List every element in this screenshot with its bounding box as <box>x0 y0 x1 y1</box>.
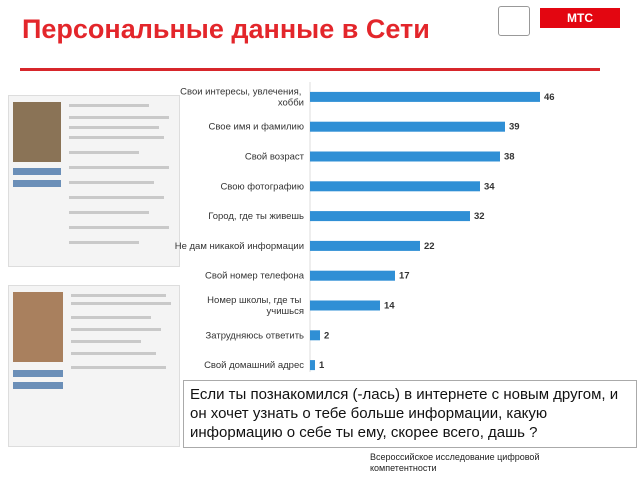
value-label: 22 <box>424 241 435 252</box>
category-label: Не дам никакой информации <box>175 241 304 252</box>
bar <box>310 181 480 192</box>
bar <box>310 121 505 132</box>
value-label: 46 <box>544 92 555 103</box>
profile-screenshot <box>8 285 180 447</box>
value-label: 17 <box>399 271 410 282</box>
category-label: Номер школы, где ты учишься <box>207 295 304 317</box>
value-label: 38 <box>504 152 515 163</box>
value-label: 14 <box>384 301 395 312</box>
bar <box>310 360 315 371</box>
title-rule <box>20 68 600 71</box>
category-label: Свой возраст <box>245 152 305 163</box>
value-label: 39 <box>509 122 520 133</box>
bar <box>310 330 320 341</box>
category-label: Свои интересы, увлечения, хобби <box>180 86 304 108</box>
category-label: Город, где ты живешь <box>208 211 304 222</box>
value-label: 2 <box>324 330 329 341</box>
category-label: Свою фотографию <box>220 181 304 192</box>
logo: МТС <box>540 8 620 28</box>
bar <box>310 270 395 281</box>
category-label: Свой домашний адрес <box>204 360 304 371</box>
value-label: 34 <box>484 181 495 192</box>
bar <box>310 151 500 162</box>
source-note: Всероссийское исследование цифровой комп… <box>370 452 540 473</box>
category-label: Затрудняюсь ответить <box>206 330 305 341</box>
category-label: Свой номер телефона <box>205 271 305 282</box>
question-box: Если ты познакомился (-лась) в интернете… <box>183 380 637 448</box>
value-label: 32 <box>474 211 485 222</box>
bar <box>310 240 420 251</box>
bar <box>310 211 470 222</box>
bar <box>310 91 540 102</box>
value-label: 1 <box>319 360 325 371</box>
slide-title: Персональные данные в Сети <box>22 14 430 44</box>
bar <box>310 300 380 311</box>
profile-screenshot <box>8 95 180 267</box>
category-label: Свое имя и фамилию <box>209 122 305 133</box>
emblem <box>498 6 530 36</box>
